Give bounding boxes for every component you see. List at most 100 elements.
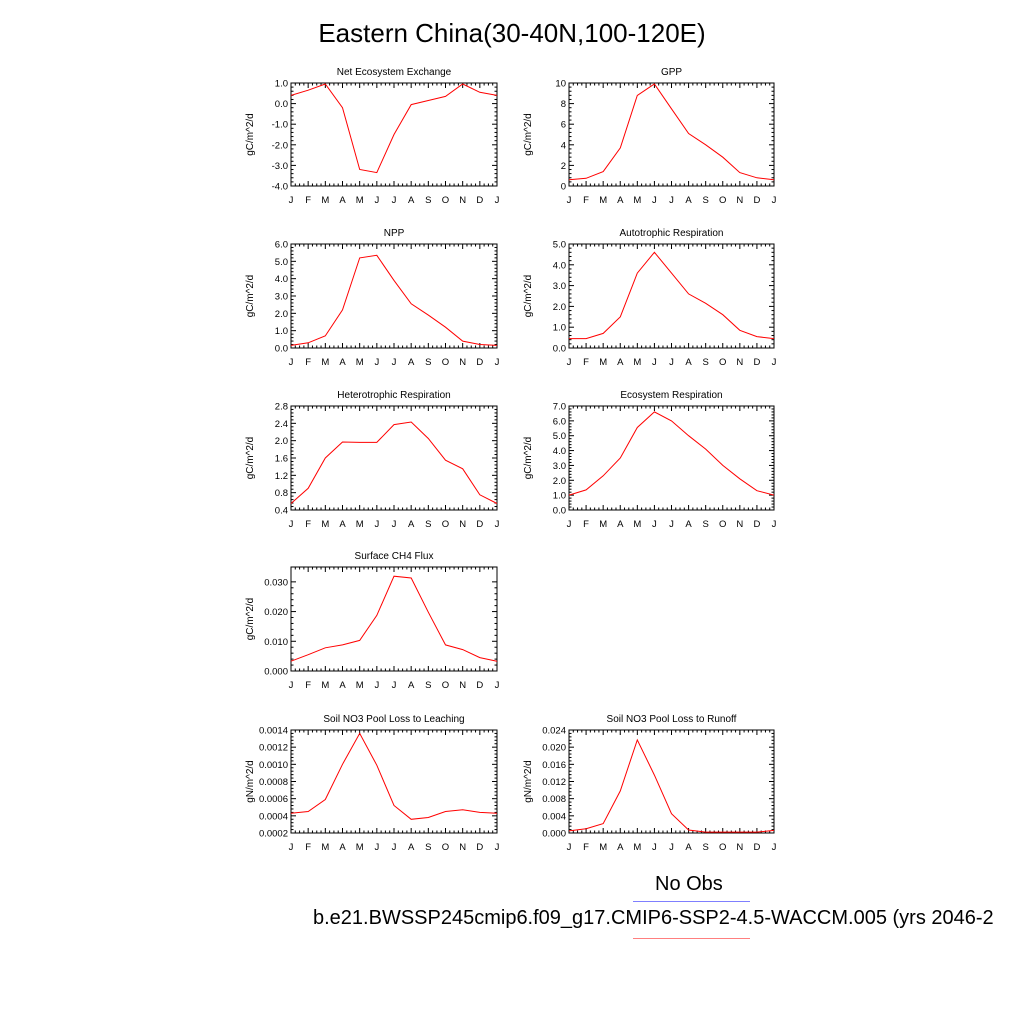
y-tick-label: 0.0012 [259,743,288,754]
y-tick-label: 4.0 [275,274,288,285]
y-axis-label: gC/m^2/d [523,275,534,318]
x-tick-label: S [425,195,431,206]
y-tick-label: 0.024 [542,726,566,737]
x-tick-label: M [633,357,641,368]
x-tick-label: A [408,519,415,530]
x-tick-label: M [356,195,364,206]
y-axis-label: gN/m^2/d [245,760,256,803]
y-tick-label: 1.0 [553,491,566,502]
x-tick-label: D [753,842,760,853]
y-tick-label: 8 [561,99,566,110]
x-tick-label: J [392,519,397,530]
y-axis-label: gC/m^2/d [245,598,256,641]
series-line [290,421,498,504]
y-tick-label: 0.0010 [259,760,288,771]
x-tick-label: N [459,680,466,691]
x-tick-label: D [753,519,760,530]
x-tick-label: D [753,357,760,368]
x-tick-label: J [392,842,397,853]
x-tick-label: A [685,195,692,206]
x-tick-label: J [567,842,572,853]
x-tick-label: J [669,357,674,368]
x-tick-label: F [583,195,589,206]
x-tick-label: A [339,680,346,691]
x-tick-label: J [652,357,657,368]
y-tick-label: 2.8 [275,402,288,413]
series-line [568,83,775,181]
plot-frame [290,243,498,349]
plot-frame [568,243,775,349]
x-tick-label: J [495,357,500,368]
x-tick-label: M [599,195,607,206]
y-tick-label: 0.0 [553,344,566,355]
x-tick-label: M [321,519,329,530]
x-tick-label: A [339,519,346,530]
y-tick-label: 0.008 [542,794,566,805]
y-tick-label: 0.4 [275,506,288,517]
x-tick-label: O [442,519,449,530]
legend-obs-label: No Obs [655,873,723,895]
x-tick-label: J [374,357,379,368]
x-tick-label: A [408,680,415,691]
y-tick-label: 0.0008 [259,777,288,788]
x-tick-label: M [633,842,641,853]
x-tick-label: M [356,842,364,853]
x-tick-label: J [652,195,657,206]
x-tick-label: J [652,519,657,530]
x-tick-label: M [356,680,364,691]
x-tick-label: S [702,519,708,530]
panel-title: Heterotrophic Respiration [337,390,450,401]
plot-frame [290,566,498,672]
y-tick-label: 0.8 [275,488,288,499]
x-tick-label: M [356,519,364,530]
x-tick-label: S [425,357,431,368]
x-tick-label: M [321,195,329,206]
y-tick-label: 0.0004 [259,811,288,822]
y-axis-label: gC/m^2/d [245,437,256,480]
panel-title: Autotrophic Respiration [620,228,724,239]
x-tick-label: F [305,357,311,368]
x-tick-label: N [459,357,466,368]
y-tick-label: 7.0 [553,402,566,413]
x-tick-label: J [374,842,379,853]
y-tick-label: -4.0 [272,182,288,193]
x-tick-label: J [495,195,500,206]
y-tick-label: 5.0 [553,431,566,442]
y-axis-label: gN/m^2/d [523,760,534,803]
panel-title: NPP [384,228,405,239]
y-tick-label: 3.0 [553,461,566,472]
y-tick-label: 0.0 [275,99,288,110]
y-tick-label: 0.010 [264,637,288,648]
x-tick-label: M [321,357,329,368]
y-tick-label: 1.0 [275,326,288,337]
y-tick-label: 0.0 [553,506,566,517]
series-line [568,411,775,496]
legend-case-line [633,938,750,939]
series-line [290,575,498,662]
x-tick-label: J [374,519,379,530]
x-tick-label: J [289,680,294,691]
x-tick-label: J [669,519,674,530]
series-line [568,738,775,833]
x-tick-label: N [736,842,743,853]
x-tick-label: J [567,195,572,206]
y-tick-label: -3.0 [272,161,288,172]
x-tick-label: M [321,680,329,691]
x-tick-label: M [599,842,607,853]
series-line [569,251,775,340]
x-tick-label: F [305,195,311,206]
y-tick-label: 6.0 [275,240,288,251]
x-tick-label: J [392,195,397,206]
x-tick-label: J [772,519,777,530]
y-axis-label: gC/m^2/d [245,275,256,318]
x-tick-label: M [321,842,329,853]
x-tick-label: F [305,519,311,530]
x-tick-label: A [685,357,692,368]
y-axis-label: gC/m^2/d [245,113,256,156]
x-tick-label: N [459,842,466,853]
